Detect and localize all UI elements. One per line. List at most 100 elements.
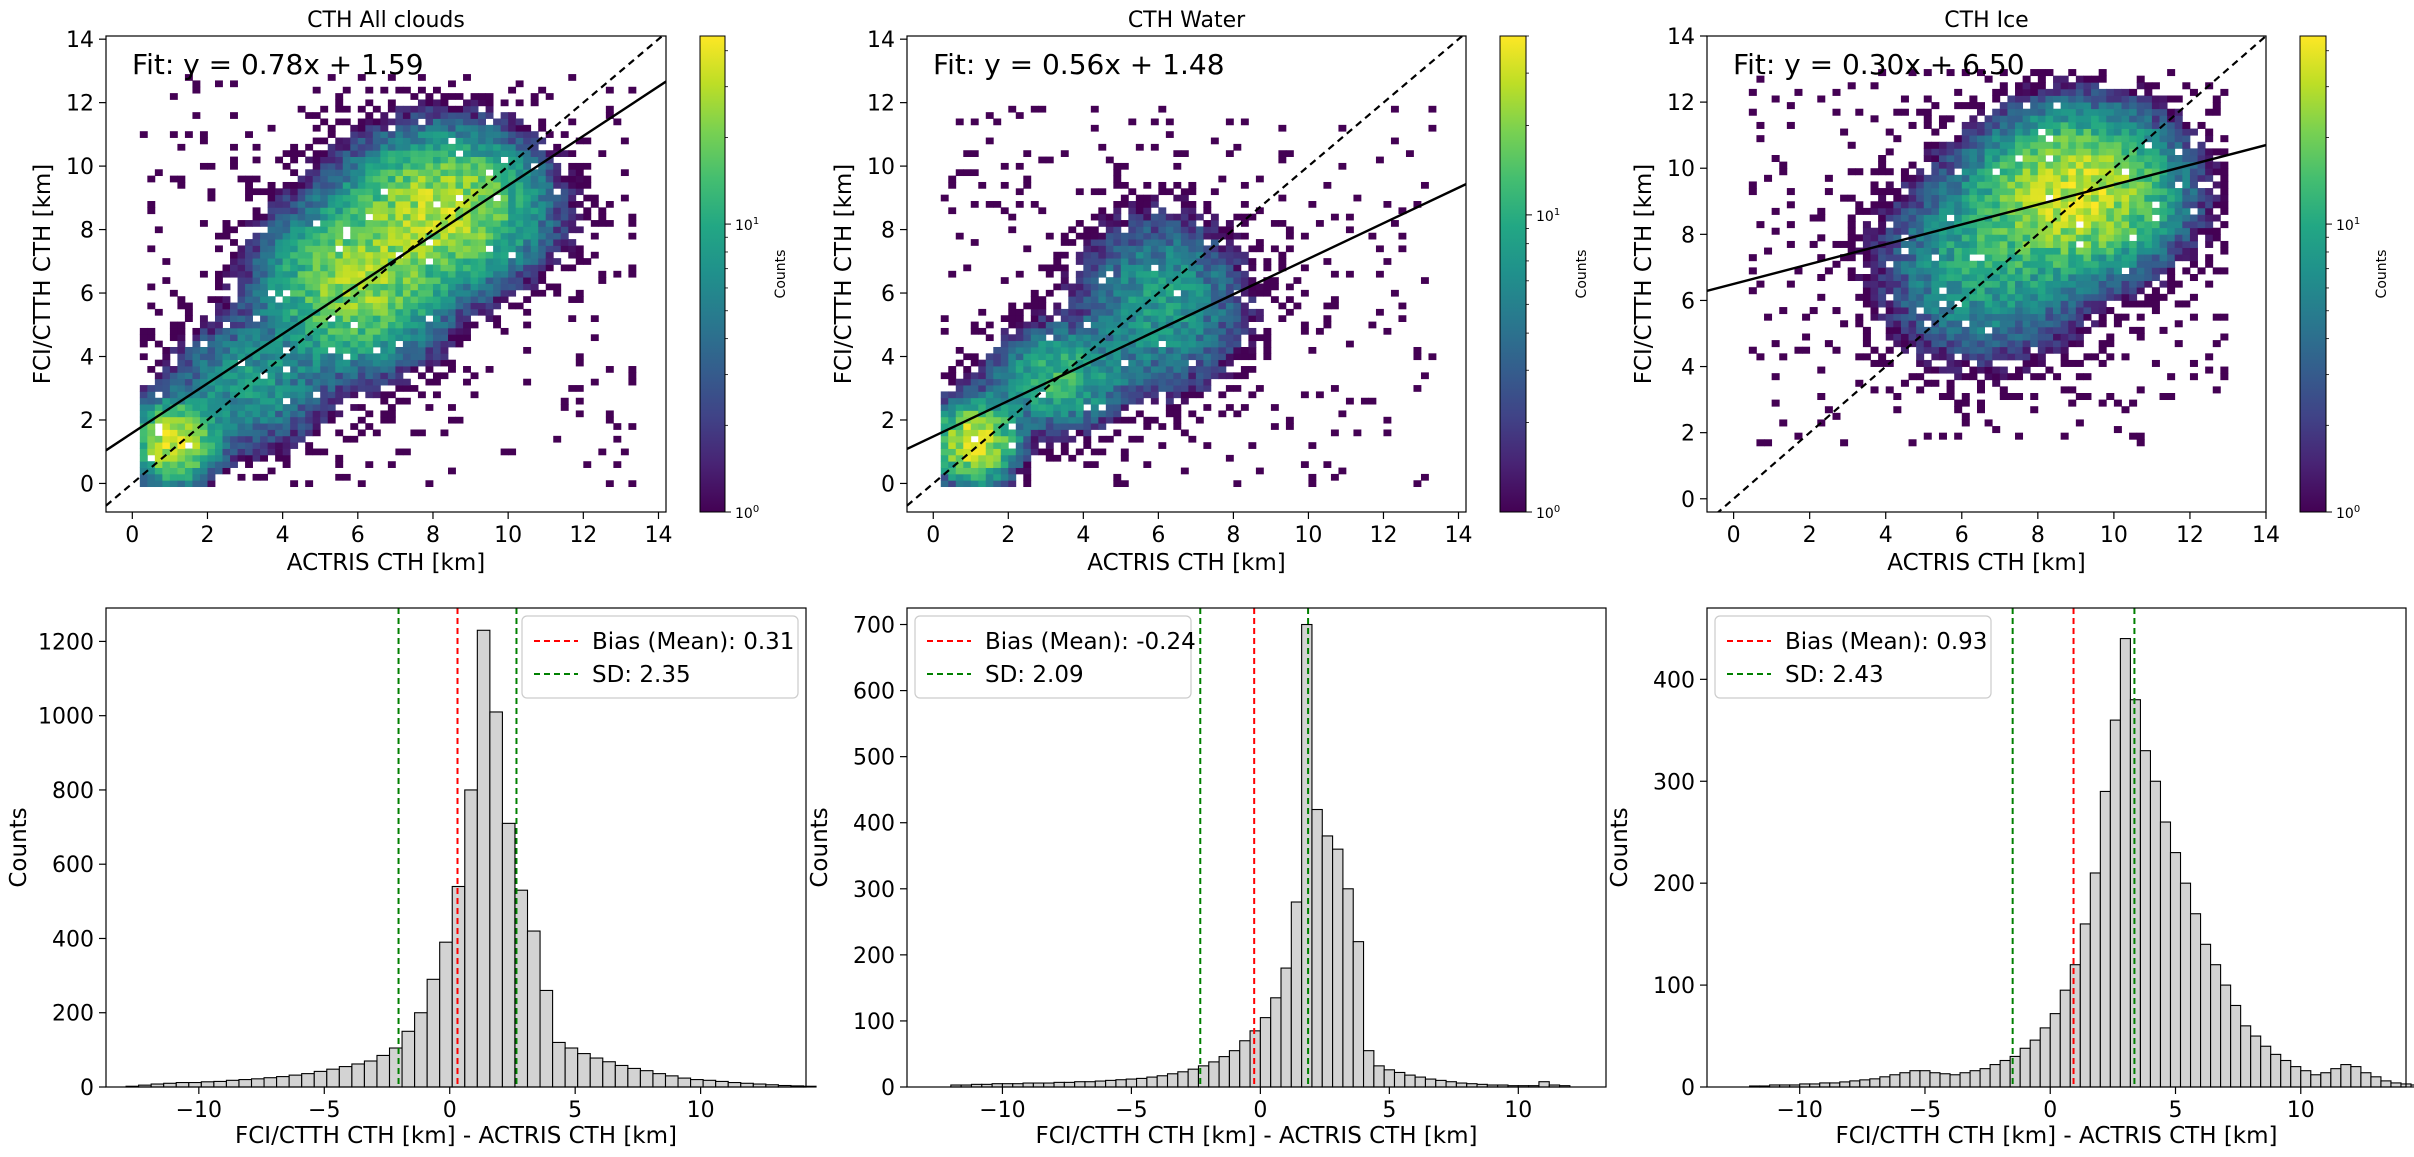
density-cell: [2037, 227, 2046, 235]
density-cell: [1992, 201, 2001, 209]
density-cell: [2007, 234, 2016, 242]
density-cell: [530, 188, 539, 196]
density-cell: [2060, 326, 2069, 334]
x-tick-label: 0: [125, 523, 139, 548]
density-cell: [1008, 308, 1017, 316]
density-cell: [1218, 340, 1227, 348]
density-cell: [1954, 280, 1963, 288]
density-cell: [252, 397, 261, 405]
density-cell: [372, 131, 381, 138]
density-cell: [1999, 102, 2008, 110]
density-cell: [2075, 393, 2084, 401]
density-cell: [1045, 416, 1054, 424]
density-cell: [1203, 385, 1212, 392]
density-cell: [1908, 227, 1917, 235]
density-cell: [432, 188, 441, 196]
density-cell: [1908, 194, 1917, 202]
density-cell: [553, 232, 562, 240]
density-cell: [192, 416, 201, 424]
density-cell: [1030, 359, 1039, 367]
density-cell: [425, 99, 434, 107]
density-cell: [1900, 168, 1909, 176]
density-cell: [1105, 346, 1114, 354]
density-cell: [1068, 359, 1077, 367]
density-cell: [560, 264, 569, 272]
density-cell: [2022, 82, 2031, 90]
density-cell: [1210, 308, 1219, 316]
density-cell: [245, 270, 253, 278]
density-cell: [1225, 226, 1234, 234]
density-cell: [568, 245, 577, 253]
density-cell: [214, 378, 223, 386]
density-cell: [1225, 251, 1234, 259]
density-cell: [395, 137, 404, 145]
density-cell: [508, 264, 517, 272]
density-cell: [365, 258, 374, 265]
density-cell: [1992, 366, 2001, 374]
density-cell: [1969, 326, 1978, 334]
density-cell: [372, 258, 381, 265]
density-cell: [2075, 307, 2084, 315]
density-cell: [320, 245, 329, 253]
density-cell: [1870, 359, 1879, 367]
density-cell: [1083, 423, 1092, 430]
density-cell: [252, 378, 261, 386]
density-cell: [1090, 302, 1099, 310]
density-cell: [154, 454, 163, 462]
density-cell: [1045, 372, 1054, 380]
density-cell: [1999, 148, 2008, 156]
density-cell: [327, 74, 336, 81]
density-cell: [2015, 181, 2024, 189]
density-cell: [275, 385, 284, 392]
density-cell: [1992, 188, 2001, 196]
density-cell: [2075, 234, 2084, 242]
density-cell: [1999, 340, 2008, 348]
density-cell: [350, 340, 359, 348]
density-cell: [940, 404, 949, 411]
density-cell: [1038, 410, 1047, 418]
density-cell: [1248, 213, 1257, 221]
density-cell: [357, 264, 366, 272]
density-cell: [493, 150, 502, 157]
density-cell: [2060, 102, 2069, 110]
density-cell: [1817, 254, 1826, 262]
density-cell: [1900, 346, 1909, 354]
density-cell: [1203, 251, 1212, 259]
density-cell: [1188, 334, 1197, 342]
density-cell: [1976, 293, 1985, 301]
density-cell: [139, 473, 148, 481]
density-cell: [335, 188, 344, 196]
density-cell: [1999, 254, 2008, 262]
density-cell: [267, 308, 276, 316]
density-cell: [1173, 334, 1182, 342]
density-cell: [1120, 239, 1129, 246]
density-cell: [432, 346, 441, 354]
density-cell: [1946, 181, 1955, 189]
density-cell: [207, 404, 216, 411]
density-cell: [1954, 399, 1963, 407]
density-cell: [455, 289, 464, 297]
density-cell: [493, 264, 502, 272]
density-cell: [245, 410, 253, 418]
density-cell: [425, 366, 434, 373]
density-cell: [1969, 181, 1978, 189]
density-cell: [162, 473, 171, 481]
density-cell: [432, 289, 441, 297]
density-cell: [169, 175, 178, 183]
density-cell: [410, 296, 419, 303]
density-cell: [199, 397, 208, 405]
density-cell: [1240, 283, 1249, 291]
density-cell: [417, 264, 426, 272]
density-cell: [169, 372, 178, 380]
density-cell: [1038, 308, 1047, 316]
density-cell: [162, 423, 171, 430]
density-cell: [1992, 221, 2001, 229]
density-cell: [432, 340, 441, 348]
density-cell: [1083, 397, 1092, 405]
density-cell: [1195, 321, 1204, 329]
density-cell: [1779, 168, 1788, 176]
density-cell: [470, 321, 479, 329]
density-cell: [2015, 287, 2024, 295]
density-cell: [2045, 313, 2054, 321]
density-cell: [282, 258, 291, 265]
